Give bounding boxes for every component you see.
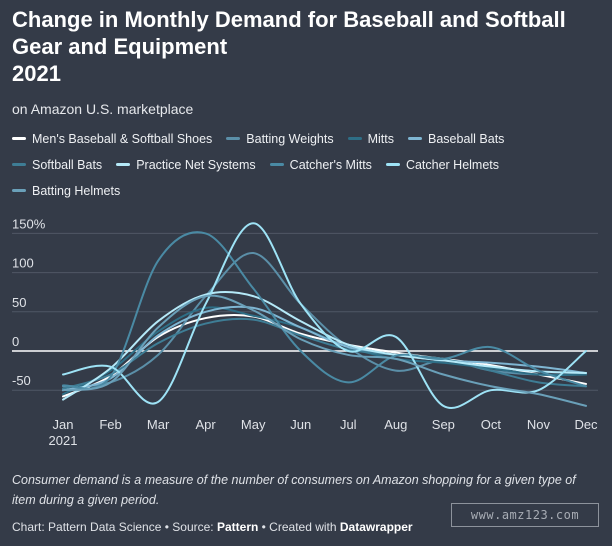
legend-item: Batting Helmets	[12, 182, 120, 199]
credit-source: Pattern	[216, 520, 259, 534]
series-line-catcher-s-mitts	[62, 231, 587, 390]
y-tick-label: 100	[12, 256, 34, 271]
credit-tool: Datawrapper	[339, 520, 413, 534]
x-tick-label: Feb	[99, 417, 121, 432]
x-tick-label: Jan	[53, 417, 74, 432]
x-tick-label: Apr	[196, 417, 217, 432]
legend-item: Men's Baseball & Softball Shoes	[12, 130, 212, 147]
x-tick-label: Dec	[574, 417, 598, 432]
legend-label: Practice Net Systems	[136, 157, 256, 172]
credit-middle: • Created with	[258, 520, 340, 534]
x-tick-label: Oct	[481, 417, 502, 432]
title-line-3: 2021	[12, 61, 61, 86]
legend-item: Batting Weights	[226, 130, 334, 147]
legend-swatch	[116, 163, 131, 166]
x-tick-label: Sep	[432, 417, 455, 432]
legend-swatch	[347, 137, 362, 140]
series-line-practice-net-systems	[62, 291, 587, 401]
series-line-softball-bats	[62, 317, 587, 390]
y-tick-label: -50	[12, 373, 31, 388]
legend-item: Catcher Helmets	[385, 156, 500, 173]
chart-subtitle: on Amazon U.S. marketplace	[12, 101, 194, 117]
line-chart: -50 0 50 100 150% Jan Feb Mar Apr May Jun Jul Aug Sep…	[12, 216, 598, 448]
legend-item: Mitts	[347, 130, 394, 147]
y-tick-label: 150%	[12, 216, 46, 231]
title-line-1: Change in Monthly Demand for Baseball an…	[12, 7, 566, 32]
legend-item: Catcher's Mitts	[269, 156, 372, 173]
series-line-baseball-bats	[62, 305, 587, 392]
legend-item: Baseball Bats	[408, 130, 504, 147]
x-tick-label: Nov	[527, 417, 551, 432]
legend-label: Men's Baseball & Softball Shoes	[32, 131, 213, 146]
x-tick-label: Jul	[340, 417, 357, 432]
legend-label: Batting Weights	[246, 131, 334, 146]
legend-label: Batting Helmets	[32, 183, 121, 198]
legend-item: Practice Net Systems	[116, 156, 256, 173]
legend-swatch	[12, 189, 26, 192]
x-tick-label: May	[241, 417, 266, 432]
y-tick-label: 0	[12, 334, 19, 349]
legend-swatch	[226, 137, 241, 140]
series-line-batting-helmets	[62, 294, 587, 407]
chart-credit: Chart: Pattern Data Science • Source: Pa…	[12, 520, 413, 534]
title-line-2: Gear and Equipment	[12, 34, 228, 59]
chart-title: Change in Monthly Demand for Baseball an…	[12, 6, 602, 87]
legend-label: Catcher's Mitts	[289, 157, 372, 172]
x-tick-label: Jun	[290, 417, 311, 432]
x-tick-sublabel: 2021	[49, 433, 78, 448]
legend-swatch	[408, 137, 422, 140]
chart-note: Consumer demand is a measure of the numb…	[12, 473, 576, 507]
chart-legend: Men's Baseball & Softball Shoes Batting W…	[12, 130, 608, 199]
watermark: www.amz123.com	[451, 503, 599, 527]
legend-swatch	[12, 137, 26, 140]
legend-swatch	[385, 163, 400, 166]
legend-swatch	[269, 163, 284, 166]
legend-label: Mitts	[367, 131, 394, 146]
x-tick-label: Aug	[384, 417, 407, 432]
series-line-catcher-helmets	[62, 222, 587, 409]
credit-prefix: Chart: Pattern Data Science • Source:	[12, 520, 217, 534]
legend-item: Softball Bats	[12, 156, 102, 173]
legend-label: Softball Bats	[32, 157, 103, 172]
x-tick-label: Mar	[147, 417, 170, 432]
legend-label: Catcher Helmets	[405, 157, 500, 172]
y-tick-label: 50	[12, 295, 26, 310]
legend-swatch	[12, 163, 26, 166]
legend-label: Baseball Bats	[428, 131, 505, 146]
